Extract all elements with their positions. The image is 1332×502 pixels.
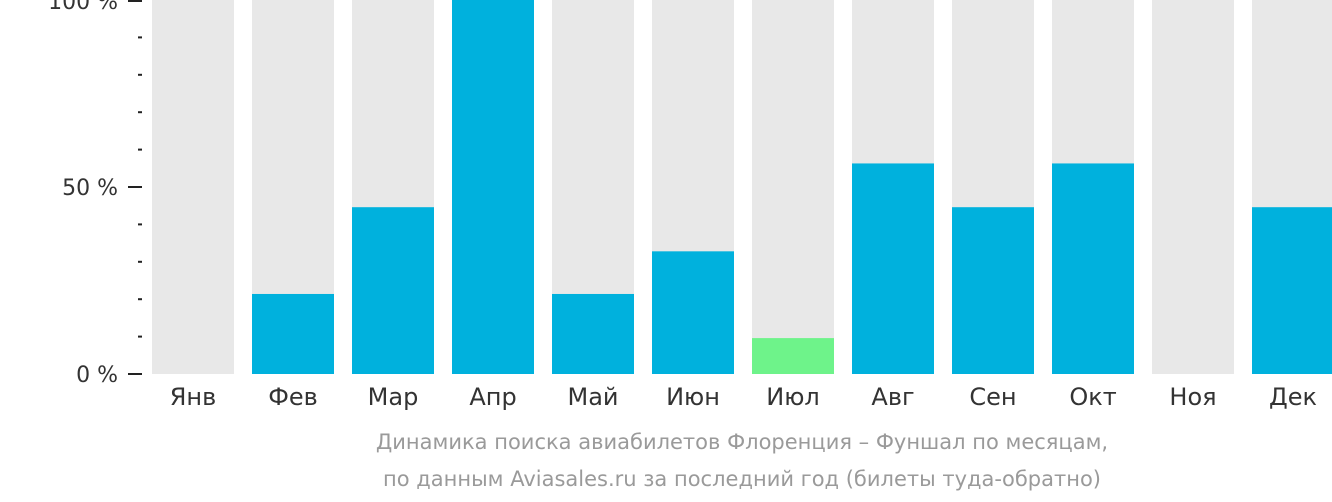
chart-caption-line-1: Динамика поиска авиабилетов Флоренция – … [375,430,1109,454]
bar-month-5[interactable] [552,293,634,374]
x-tick-label-month-1: Янв [170,383,217,411]
bar-background-month-7 [752,0,834,374]
bar-month-9[interactable] [952,207,1034,374]
x-axis-labels: Янв Фев Мар Апр Май Июн Июл Авг Сен Окт Ноя Дек [170,383,1317,411]
bar-month-8[interactable] [852,163,934,374]
x-tick-label-month-9: Сен [969,383,1016,411]
bar-month-12[interactable] [1252,207,1332,374]
data-bars [252,0,1332,374]
x-tick-label-month-2: Фев [268,383,318,411]
bar-month-4[interactable] [452,0,534,374]
x-tick-label-month-8: Авг [871,383,914,411]
bar-background-month-11 [1152,0,1234,374]
x-tick-label-month-5: Май [567,383,618,411]
x-tick-label-month-3: Мар [368,383,419,411]
x-tick-label-month-10: Окт [1069,383,1116,411]
x-tick-label-month-6: Июн [666,383,720,411]
bar-month-2[interactable] [252,293,334,374]
x-tick-label-month-12: Дек [1269,383,1317,411]
y-axis: 0 % 50 % 100 % [48,0,142,388]
bar-month-3[interactable] [352,207,434,374]
x-tick-label-month-4: Апр [469,383,516,411]
x-tick-label-month-7: Июл [766,383,820,411]
chart-caption-line-2: по данным Aviasales.ru за последний год … [383,467,1101,491]
bar-chart: 0 % 50 % 100 % Янв Фев Мар Апр Май Июн Июл Авг Сен… [48,0,1332,411]
y-tick-label: 0 % [76,363,118,388]
bar-month-10[interactable] [1052,163,1134,374]
y-tick-label: 50 % [62,176,118,201]
bar-month-6[interactable] [652,251,734,374]
x-tick-label-month-11: Ноя [1169,383,1216,411]
bar-month-7[interactable] [752,338,834,374]
y-tick-label: 100 % [48,0,118,15]
bar-background-month-1 [152,0,234,374]
